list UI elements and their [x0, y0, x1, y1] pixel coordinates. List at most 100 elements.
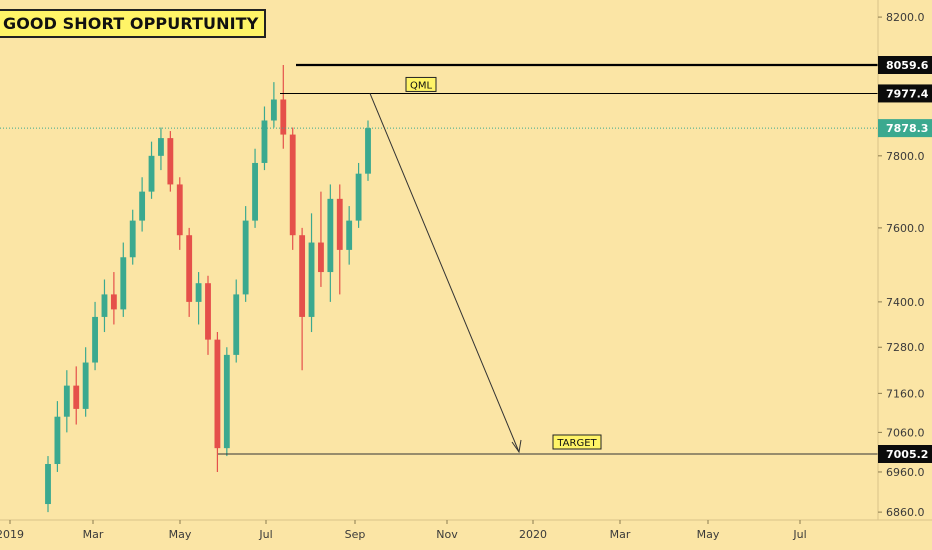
candle-body: [63, 385, 70, 417]
candle: [280, 65, 287, 149]
candle-body: [82, 362, 89, 409]
candle: [299, 227, 306, 371]
x-tick-label: Mar: [83, 528, 104, 541]
x-axis-band: [0, 520, 932, 550]
y-tick-label: 7400.0: [886, 296, 925, 309]
candle: [54, 401, 61, 472]
candle-body: [158, 138, 164, 156]
candle: [355, 162, 362, 228]
candle: [336, 184, 343, 295]
candle-body: [45, 463, 51, 505]
price-badge[interactable]: 8059.6: [878, 56, 932, 74]
y-tick-label: 7060.0: [886, 426, 925, 439]
candle-body: [73, 385, 80, 409]
candle: [101, 279, 108, 333]
price-badge[interactable]: 7005.2: [878, 445, 932, 463]
qml-label[interactable]: QML: [405, 76, 437, 92]
candle: [63, 370, 70, 433]
candle: [223, 347, 230, 457]
candle-body: [365, 128, 371, 174]
candle-body: [336, 198, 343, 250]
candle-body: [92, 316, 98, 363]
candle: [289, 127, 296, 250]
candle: [308, 213, 315, 333]
candle: [45, 456, 51, 513]
candles-layer: [45, 65, 371, 513]
price-badge[interactable]: 7977.4: [878, 84, 932, 103]
candle-body: [327, 198, 334, 273]
y-tick-label: 7800.0: [886, 150, 925, 163]
price-badge-text: 7977.4: [886, 87, 929, 100]
candle: [252, 148, 258, 228]
y-tick-label: 7160.0: [886, 387, 925, 400]
candle-body: [223, 354, 230, 449]
candle: [129, 209, 136, 265]
y-tick-label: 8200.0: [886, 11, 925, 24]
candle-body: [346, 220, 353, 250]
y-axis[interactable]: 8200.0 7800.0 7600.0 7400.0 7280.0 7160.0 7060…: [877, 0, 932, 520]
price-badge-text: 7878.3: [886, 122, 928, 135]
candle-body: [139, 191, 146, 221]
candle: [346, 206, 353, 265]
x-tick-label: May: [697, 528, 720, 541]
candle-body: [280, 99, 287, 135]
candle-body: [242, 220, 249, 295]
candle: [148, 141, 155, 199]
x-tick-label: 2020: [519, 528, 547, 541]
candle-body: [289, 134, 296, 236]
candle: [261, 106, 268, 171]
candle: [242, 206, 249, 302]
candle-body: [54, 416, 61, 464]
price-badge-text: 7005.2: [886, 448, 928, 461]
candle-body: [195, 283, 202, 302]
projection-arrow-line[interactable]: [369, 93, 520, 453]
price-badge-bg: [878, 56, 932, 74]
y-tick-label: 7600.0: [886, 222, 925, 235]
candle-body: [101, 294, 108, 317]
annotation-box: [552, 434, 602, 450]
candle-body: [120, 257, 127, 310]
candle: [82, 347, 89, 417]
candle-body: [129, 220, 136, 258]
candle-body: [205, 283, 211, 340]
x-tick-label: May: [169, 528, 192, 541]
x-tick-label: Mar: [610, 528, 631, 541]
candle: [214, 332, 221, 472]
candle-body: [355, 173, 362, 221]
price-badge-bg: [878, 119, 932, 138]
candle: [195, 272, 202, 325]
candle: [205, 275, 211, 355]
target-label[interactable]: TARGET: [552, 434, 602, 450]
candle-body: [214, 339, 221, 449]
candle: [186, 227, 193, 317]
candle-body: [176, 184, 183, 236]
candle: [120, 242, 127, 317]
chart-title: GOOD SHORT OPPURTUNITY: [0, 9, 267, 38]
y-tick-label: 7280.0: [886, 341, 925, 354]
price-badge[interactable]: 7878.3: [878, 119, 932, 138]
candle: [73, 366, 80, 425]
candle: [158, 127, 164, 171]
y-tick-label: 6960.0: [886, 466, 925, 479]
candle-body: [261, 120, 268, 163]
x-tick-label: Sep: [345, 528, 366, 541]
candle: [176, 177, 183, 250]
price-badge-bg: [878, 84, 932, 103]
candle: [167, 131, 174, 192]
arrow-head: [511, 439, 522, 454]
candle: [110, 272, 117, 325]
annotation-box: [405, 76, 437, 92]
candle: [92, 301, 98, 371]
candle: [270, 82, 277, 128]
x-tick-label: Nov: [436, 528, 458, 541]
candle: [233, 279, 240, 363]
candle-body: [110, 294, 117, 310]
candle-body: [252, 162, 258, 221]
levels-layer: QML TARGET: [0, 63, 878, 455]
candle: [327, 184, 334, 302]
